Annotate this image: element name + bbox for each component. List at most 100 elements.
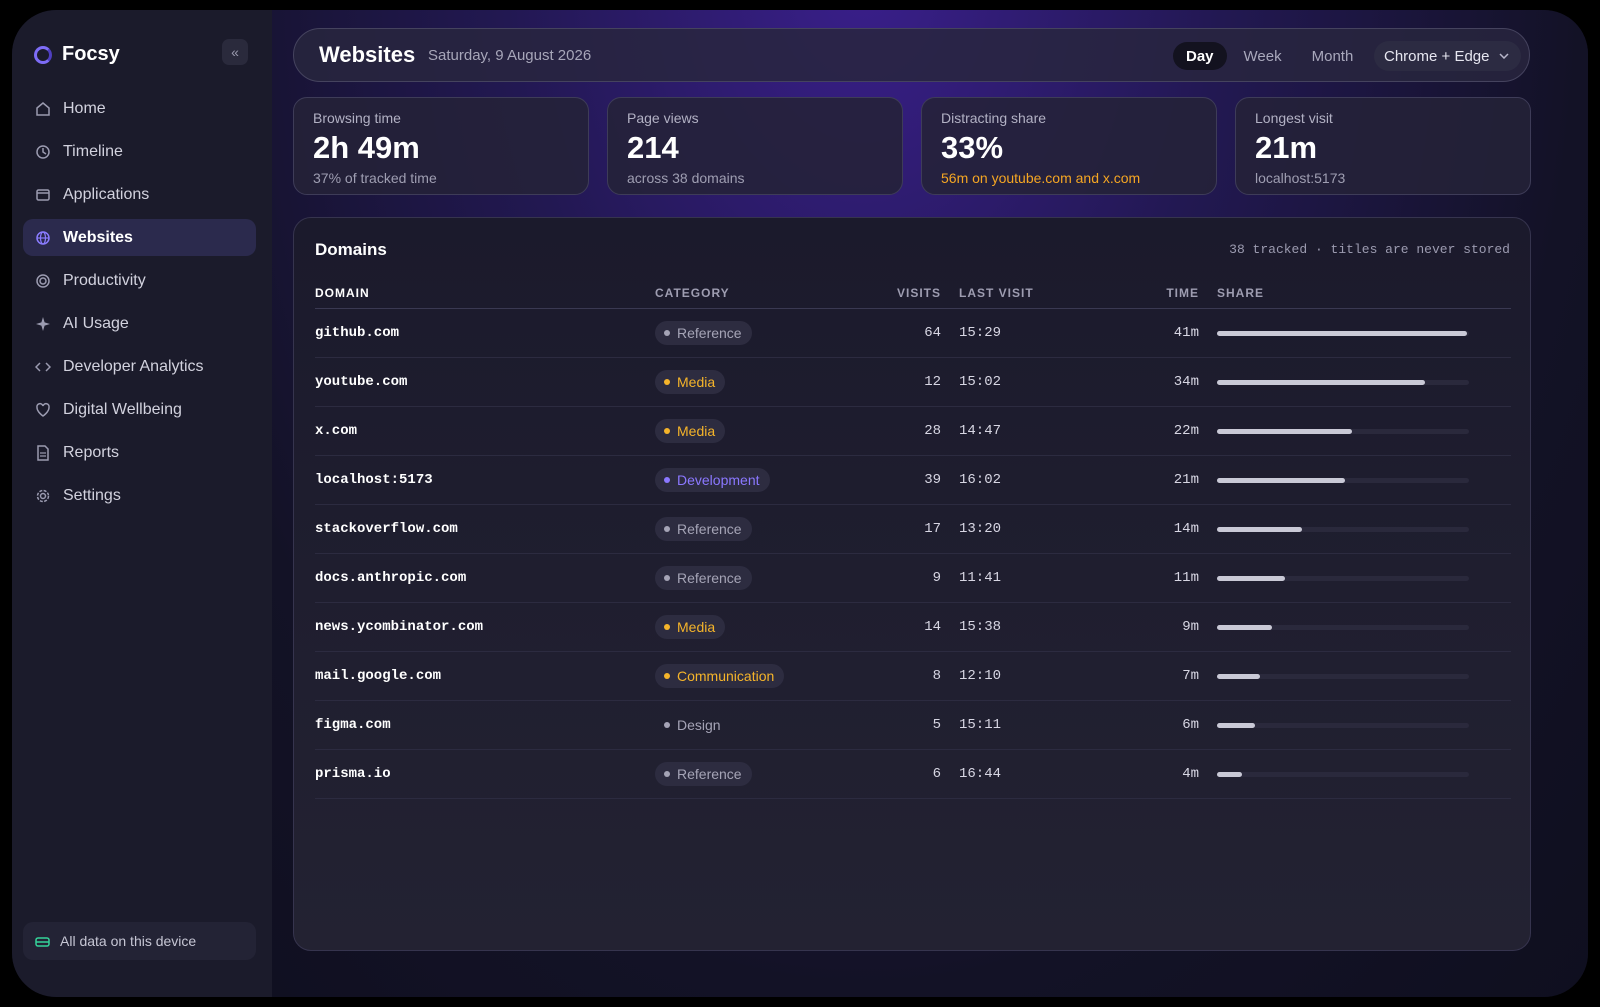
- table-row[interactable]: prisma.io Reference 6 16:44 4m: [315, 749, 1511, 799]
- sidebar-item-digital-wellbeing[interactable]: Digital Wellbeing: [23, 391, 256, 428]
- stat-label: Distracting share: [941, 110, 1047, 126]
- browser-select[interactable]: Chrome + Edge: [1374, 41, 1522, 71]
- domains-note: 38 tracked · titles are never stored: [1229, 242, 1510, 257]
- share-bar-fill: [1217, 575, 1285, 581]
- double-chevron-left-icon: «: [231, 44, 239, 60]
- category-dot-icon: [664, 330, 670, 336]
- sidebar-item-settings[interactable]: Settings: [23, 477, 256, 514]
- last-visit-cell: 16:02: [941, 455, 1129, 505]
- sidebar-item-developer-analytics[interactable]: Developer Analytics: [23, 348, 256, 385]
- last-visit-cell: 11:41: [941, 553, 1129, 603]
- range-month-button[interactable]: Month: [1311, 47, 1354, 65]
- sidebar-item-label: Digital Wellbeing: [63, 400, 182, 418]
- logo-icon: [34, 45, 52, 64]
- category-badge: Development: [655, 468, 770, 492]
- col-share[interactable]: SHARE: [1199, 278, 1511, 309]
- col-domain[interactable]: DOMAIN: [315, 278, 655, 309]
- domain-cell: prisma.io: [315, 749, 655, 799]
- sidebar-item-websites[interactable]: Websites: [23, 219, 256, 256]
- category-dot-icon: [664, 477, 670, 483]
- table-row[interactable]: news.ycombinator.com Media 14 15:38 9m: [315, 602, 1511, 652]
- table-row[interactable]: figma.com Design 5 15:11 6m: [315, 700, 1511, 750]
- domain-cell: docs.anthropic.com: [315, 553, 655, 603]
- share-bar-fill: [1217, 379, 1425, 385]
- table-row[interactable]: localhost:5173 Development 39 16:02 21m: [315, 455, 1511, 505]
- window-icon: [35, 187, 51, 203]
- category-badge: Reference: [655, 566, 752, 590]
- col-last-visit[interactable]: LAST VISIT: [941, 278, 1129, 309]
- last-visit-cell: 16:44: [941, 749, 1129, 799]
- brand: Focsy: [34, 43, 120, 66]
- category-cell: Design: [655, 700, 881, 750]
- category-label: Reference: [677, 325, 742, 341]
- range-week-button[interactable]: Week: [1243, 47, 1282, 65]
- category-label: Reference: [677, 521, 742, 537]
- sparkle-icon: [35, 316, 51, 332]
- sidebar-item-home[interactable]: Home: [23, 90, 256, 127]
- share-cell: [1199, 602, 1511, 652]
- target-icon: [35, 273, 51, 289]
- share-bar-fill: [1217, 330, 1467, 336]
- sidebar-item-applications[interactable]: Applications: [23, 176, 256, 213]
- stat-cards: Browsing time 2h 49m 37% of tracked time Pa…: [293, 97, 1531, 195]
- time-cell: 14m: [1129, 504, 1199, 554]
- table-row[interactable]: docs.anthropic.com Reference 9 11:41 11m: [315, 553, 1511, 603]
- share-cell: [1199, 553, 1511, 603]
- stat-value: 2h 49m: [313, 130, 420, 165]
- app-window: Focsy « Home Timeline Applications Websites…: [12, 10, 1588, 997]
- sidebar-item-timeline[interactable]: Timeline: [23, 133, 256, 170]
- category-badge: Media: [655, 419, 726, 443]
- share-bar: [1217, 624, 1469, 630]
- category-label: Reference: [677, 766, 742, 782]
- share-cell: [1199, 308, 1511, 358]
- sidebar-item-label: Settings: [63, 486, 121, 504]
- visits-cell: 8: [881, 651, 941, 701]
- category-dot-icon: [664, 673, 670, 679]
- table-row[interactable]: github.com Reference 64 15:29 41m: [315, 308, 1511, 358]
- table-row[interactable]: mail.google.com Communication 8 12:10 7m: [315, 651, 1511, 701]
- last-visit-cell: 15:29: [941, 308, 1129, 358]
- last-visit-cell: 13:20: [941, 504, 1129, 554]
- category-badge: Media: [655, 370, 726, 394]
- category-badge: Communication: [655, 664, 785, 688]
- table-row[interactable]: youtube.com Media 12 15:02 34m: [315, 357, 1511, 407]
- page-header: Websites Saturday, 9 August 2026 Day Week…: [293, 28, 1530, 82]
- document-icon: [35, 444, 51, 461]
- share-bar-fill: [1217, 526, 1302, 532]
- visits-cell: 6: [881, 749, 941, 799]
- sidebar-item-ai-usage[interactable]: AI Usage: [23, 305, 256, 342]
- visits-cell: 64: [881, 308, 941, 358]
- last-visit-cell: 15:11: [941, 700, 1129, 750]
- share-bar-fill: [1217, 428, 1352, 434]
- category-label: Media: [677, 423, 716, 439]
- last-visit-cell: 14:47: [941, 406, 1129, 456]
- stat-sub: 56m on youtube.com and x.com: [941, 170, 1141, 186]
- stat-label: Longest visit: [1255, 110, 1333, 126]
- share-bar-fill: [1217, 624, 1272, 630]
- share-bar: [1217, 771, 1469, 777]
- gear-icon: [35, 488, 51, 504]
- range-day-button[interactable]: Day: [1173, 42, 1227, 70]
- table-row[interactable]: x.com Media 28 14:47 22m: [315, 406, 1511, 456]
- sidebar-item-label: Timeline: [63, 142, 123, 160]
- table-row[interactable]: stackoverflow.com Reference 17 13:20 14m: [315, 504, 1511, 554]
- share-cell: [1199, 406, 1511, 456]
- drive-icon: [35, 936, 50, 947]
- sidebar-item-label: Websites: [63, 228, 133, 246]
- share-bar-fill: [1217, 722, 1255, 728]
- app-name: Focsy: [62, 43, 120, 65]
- visits-cell: 28: [881, 406, 941, 456]
- share-bar: [1217, 477, 1469, 483]
- sidebar-item-label: Home: [63, 99, 106, 117]
- collapse-sidebar-button[interactable]: «: [222, 39, 248, 65]
- col-visits[interactable]: VISITS: [881, 278, 941, 309]
- category-badge: Reference: [655, 321, 752, 345]
- domain-cell: youtube.com: [315, 357, 655, 407]
- sidebar-item-reports[interactable]: Reports: [23, 434, 256, 471]
- share-bar: [1217, 673, 1469, 679]
- col-category[interactable]: CATEGORY: [655, 278, 881, 309]
- time-cell: 21m: [1129, 455, 1199, 505]
- category-dot-icon: [664, 575, 670, 581]
- col-time[interactable]: TIME: [1129, 278, 1199, 309]
- sidebar-item-productivity[interactable]: Productivity: [23, 262, 256, 299]
